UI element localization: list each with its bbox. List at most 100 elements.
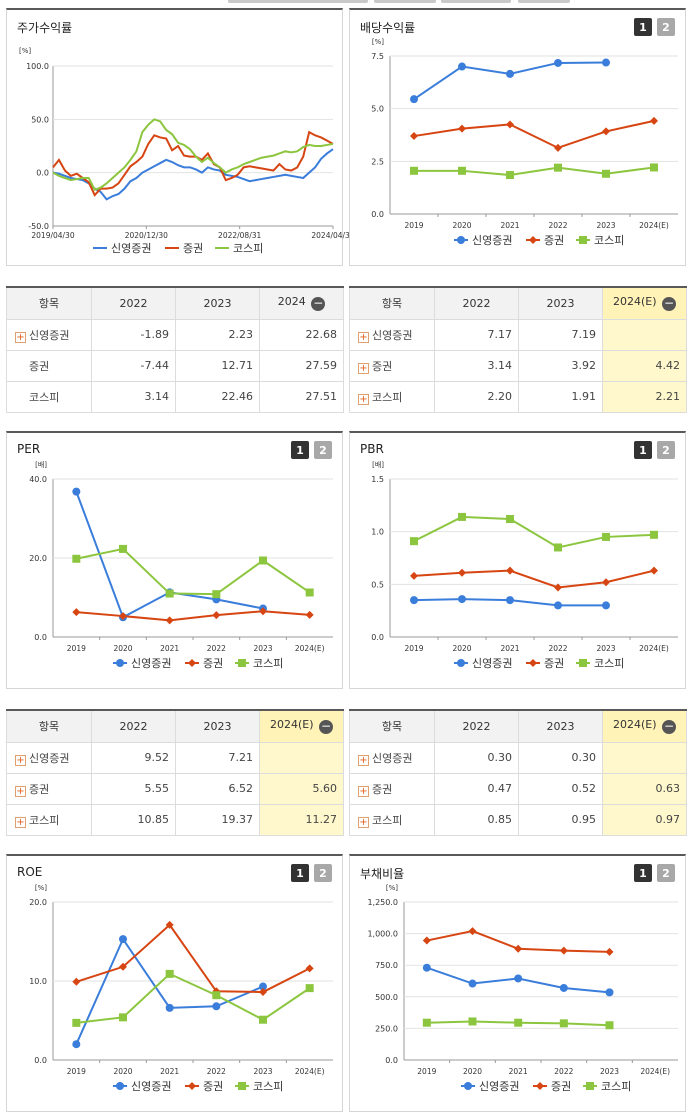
data-point	[259, 607, 267, 616]
x-tick-label: 2023	[253, 1067, 272, 1076]
data-point	[410, 596, 418, 605]
data-point	[559, 946, 568, 955]
data-point	[238, 1082, 246, 1090]
period-1-button[interactable]: 1	[634, 441, 652, 459]
period-2-button[interactable]: 2	[657, 864, 675, 882]
y-tick-label: 0.0	[371, 633, 384, 642]
period-toggle: 1 2	[291, 864, 332, 882]
series-line	[413, 515, 655, 549]
legend-label: 신영증권	[472, 234, 512, 247]
panel-title: 배당수익률	[360, 21, 416, 35]
y-tick-label: 0.0	[34, 633, 47, 642]
row-label: + 코스피	[6, 803, 92, 836]
cell-value: 9.52	[91, 741, 176, 774]
cell-value: 0.30	[434, 741, 519, 774]
expand-icon[interactable]: +	[15, 816, 26, 828]
series-line	[76, 547, 311, 596]
x-tick-label: 2024(E)	[639, 644, 669, 653]
y-tick-label: 0.0	[385, 1056, 398, 1065]
collapse-icon[interactable]: −	[662, 296, 677, 312]
data-point	[554, 583, 562, 592]
row-name: 코스피	[372, 813, 403, 827]
period-2-button[interactable]: 2	[657, 18, 675, 36]
data-point	[165, 616, 174, 625]
x-tick-label: 2024/04/30	[311, 231, 354, 240]
data-point	[305, 588, 314, 597]
data-point	[554, 163, 562, 172]
collapse-icon[interactable]: −	[662, 719, 677, 735]
x-tick-label: 2020	[113, 644, 132, 653]
period-1-button[interactable]: 1	[634, 864, 652, 882]
period-2-button[interactable]: 2	[314, 864, 332, 882]
data-point	[468, 979, 477, 988]
period-1-button[interactable]: 1	[634, 18, 652, 36]
dividend-yield-panel: 배당수익률 1 2 [%] 7.5 5.0 2.5 0.0 2019 2020 2021 202…	[349, 8, 686, 266]
period-2-button[interactable]: 2	[314, 441, 332, 459]
x-tick-label: 2023	[600, 1067, 619, 1076]
y-unit-label: [%]	[35, 884, 47, 892]
data-point	[514, 944, 523, 953]
cell-value: 0.30	[518, 741, 603, 774]
expand-icon[interactable]: +	[358, 331, 369, 343]
expand-icon[interactable]: +	[358, 785, 369, 797]
legend-label: 증권	[183, 242, 203, 255]
x-tick-label: 2021	[160, 1067, 179, 1076]
expand-icon[interactable]: +	[358, 393, 369, 405]
data-point	[529, 236, 537, 244]
top-tab-4[interactable]	[518, 0, 570, 3]
header-2024e: 2024(E) −	[602, 709, 687, 743]
expand-icon[interactable]: +	[15, 331, 26, 343]
period-1-button[interactable]: 1	[291, 441, 309, 459]
data-point	[554, 601, 562, 610]
data-point	[119, 544, 127, 553]
cell-value: 2.21	[602, 380, 687, 413]
data-point	[305, 964, 314, 973]
data-point	[458, 124, 466, 133]
period-2-button[interactable]: 2	[657, 441, 675, 459]
data-point	[188, 659, 196, 667]
expand-icon[interactable]: +	[358, 754, 369, 766]
series-line	[413, 61, 607, 101]
header-item: 항목	[349, 709, 435, 743]
y-tick-label: 2.5	[371, 157, 384, 166]
period-toggle: 1 2	[634, 441, 675, 459]
collapse-icon[interactable]: −	[311, 296, 326, 312]
y-unit-label: [배]	[35, 460, 47, 469]
series-line	[413, 119, 655, 149]
x-tick-label: 2019	[404, 221, 423, 230]
top-tab-1[interactable]	[228, 0, 368, 3]
panel-title: 주가수익률	[17, 21, 73, 35]
data-point	[422, 936, 431, 945]
x-tick-label: 2021	[500, 221, 519, 230]
data-point	[410, 537, 418, 546]
expand-icon[interactable]: +	[15, 754, 26, 766]
top-tab-2[interactable]	[374, 0, 436, 3]
header-2023: 2023	[175, 709, 260, 743]
table-row: + 신영증권 7.17 7.19	[349, 318, 687, 351]
expand-icon[interactable]: +	[358, 362, 369, 374]
data-point	[165, 920, 174, 929]
top-tab-3[interactable]	[441, 0, 511, 3]
y-tick-label: 0.0	[36, 169, 49, 178]
table-row: 증권 -7.44 12.71 27.59	[6, 349, 344, 382]
series-line	[76, 610, 310, 622]
period-1-button[interactable]: 1	[291, 864, 309, 882]
expand-icon[interactable]: +	[358, 816, 369, 828]
row-label: + 신영증권	[6, 318, 92, 351]
row-name: 증권	[372, 359, 393, 373]
data-point	[559, 1019, 568, 1028]
data-point	[458, 166, 466, 175]
legend-label: 증권	[544, 657, 564, 670]
collapse-icon[interactable]: −	[319, 719, 334, 735]
data-point	[212, 991, 221, 1000]
data-point	[410, 132, 418, 141]
period-toggle: 1 2	[291, 441, 332, 459]
cell-value: 0.63	[602, 772, 687, 805]
data-point	[554, 58, 562, 67]
data-point	[468, 927, 477, 936]
data-point	[605, 988, 614, 997]
data-point	[529, 659, 537, 667]
expand-icon[interactable]: +	[15, 785, 26, 797]
data-point	[410, 166, 418, 175]
y-tick-label: 10.0	[29, 977, 47, 986]
